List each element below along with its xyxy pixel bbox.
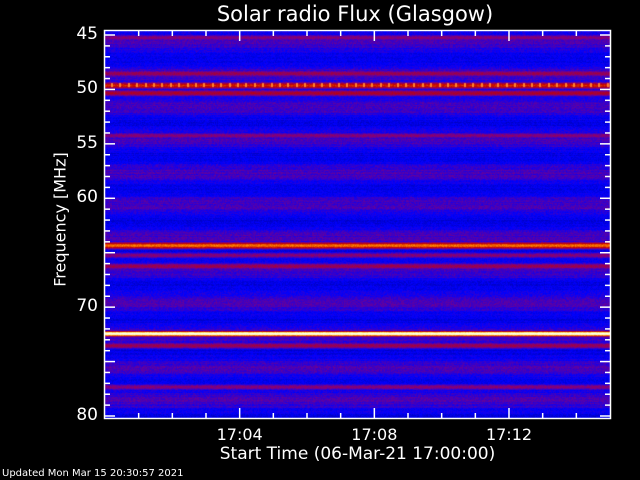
y-tick-label: 60 [76,187,98,208]
updated-timestamp: Updated Mon Mar 15 20:30:57 2021 [2,468,184,479]
chart-title: Solar radio Flux (Glasgow) [216,2,494,26]
y-tick-label: 70 [76,296,98,317]
y-tick-label: 55 [76,132,98,153]
x-tick-label: 17:12 [485,425,533,444]
plot-border [103,29,612,420]
x-axis-label: Start Time (06-Mar-21 17:00:00) [219,444,496,464]
x-tick-label: 17:08 [351,425,398,444]
y-axis-label: Frequency [MHz] [50,152,70,287]
y-tick-label: 45 [76,24,98,44]
y-tick-label: 50 [76,78,98,99]
x-tick-label: 17:04 [216,425,263,444]
spectrogram-heatmap [105,31,610,418]
y-tick-label: 80 [76,405,98,425]
